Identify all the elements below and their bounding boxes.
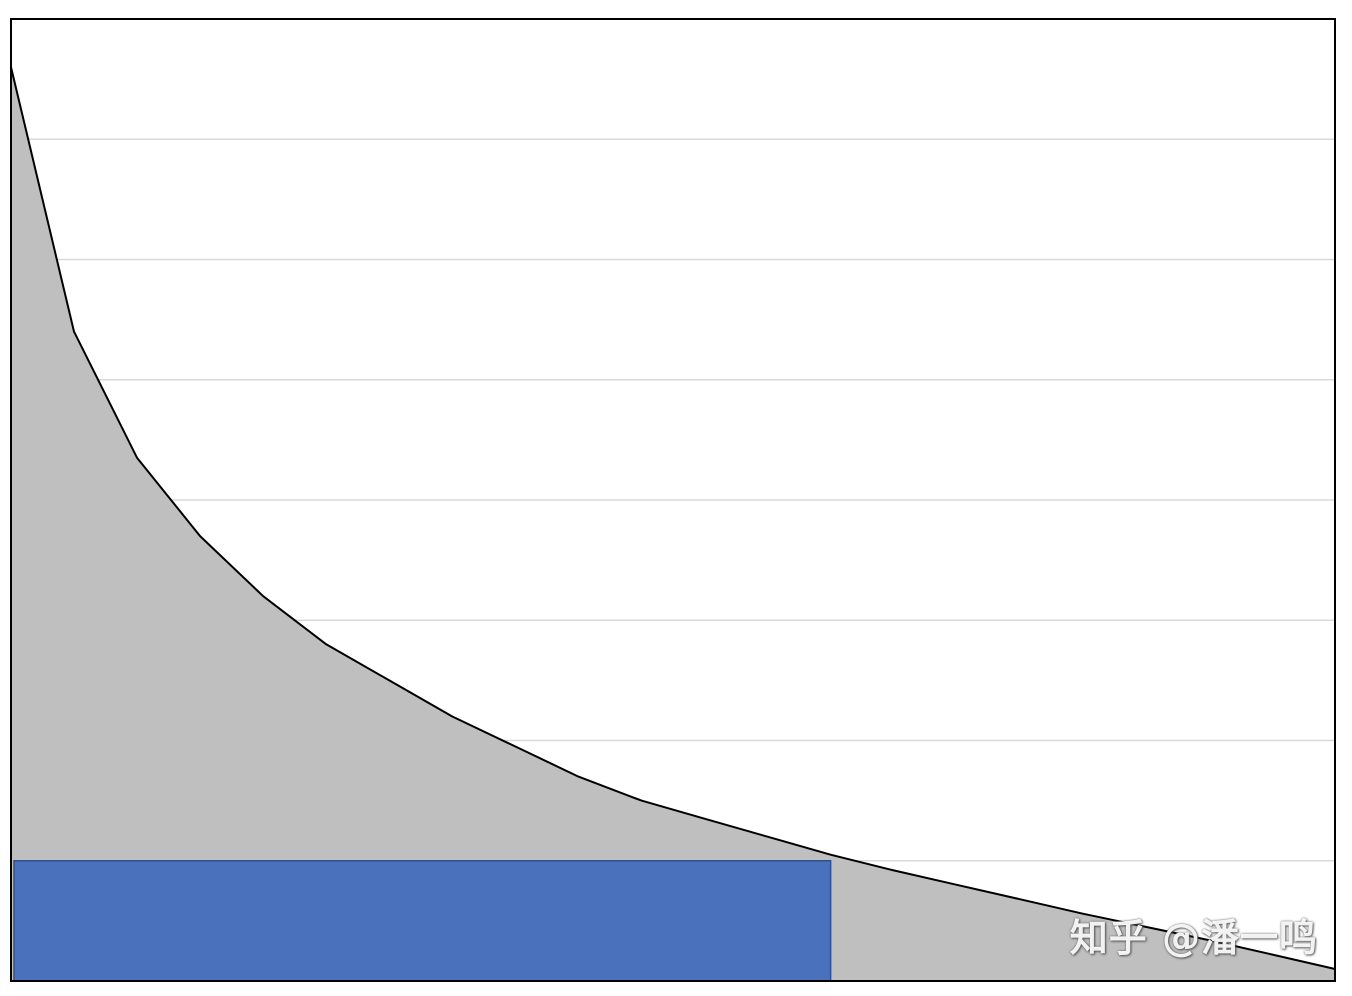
highlight-region [13, 860, 832, 982]
area-fill [11, 67, 1335, 982]
watermark-text: 知乎 @潘一鸣 [1069, 916, 1318, 960]
highlight-rect [13, 860, 832, 982]
plot-border [10, 18, 1336, 982]
area-series [10, 66, 1336, 982]
series-line [10, 66, 1336, 970]
